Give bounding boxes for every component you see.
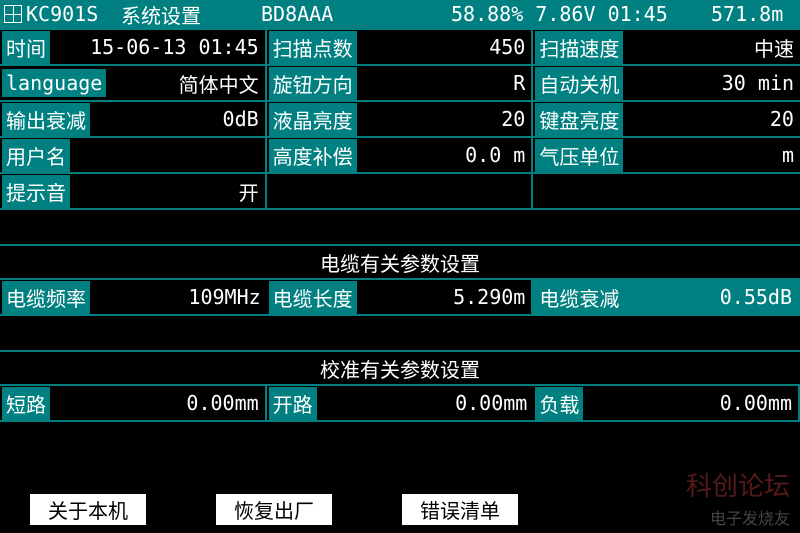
knob-dir-cell[interactable]: 旋钮方向 R xyxy=(267,66,534,102)
about-button[interactable]: 关于本机 xyxy=(30,494,146,525)
short-cell[interactable]: 短路 0.00mm xyxy=(0,386,267,422)
open-cell[interactable]: 开路 0.00mm xyxy=(267,386,534,422)
language-value: 简体中文 xyxy=(106,69,262,98)
scan-points-cell[interactable]: 扫描点数 450 xyxy=(267,30,534,66)
cable-len-value: 5.290m xyxy=(357,285,530,309)
time-label: 时间 xyxy=(2,31,50,64)
screen-title: 系统设置 xyxy=(121,0,261,29)
time-cell[interactable]: 时间 15-06-13 01:45 xyxy=(0,30,267,66)
output-atten-label: 输出衰减 xyxy=(2,103,90,136)
empty-cell xyxy=(533,174,800,210)
scan-speed-value: 中速 xyxy=(623,33,798,62)
auto-off-cell[interactable]: 自动关机 30 min xyxy=(533,66,800,102)
empty-cell xyxy=(267,174,534,210)
key-bright-cell[interactable]: 键盘亮度 20 xyxy=(533,102,800,138)
username-cell[interactable]: 用户名 xyxy=(0,138,267,174)
cable-freq-cell[interactable]: 电缆频率 109MHz xyxy=(0,280,267,316)
battery-status: 58.88% 7.86V 01:45 xyxy=(451,2,711,26)
altitude-cell[interactable]: 高度补偿 0.0 m xyxy=(267,138,534,174)
short-label: 短路 xyxy=(2,387,50,420)
error-list-button[interactable]: 错误清单 xyxy=(402,494,518,525)
cable-atten-label: 电缆衰减 xyxy=(535,281,623,314)
altitude-label: 高度补偿 xyxy=(269,139,357,172)
time-value: 15-06-13 01:45 xyxy=(50,35,263,59)
status-bar: KC901S 系统设置 BD8AAA 58.88% 7.86V 01:45 57… xyxy=(0,0,800,28)
spacer xyxy=(0,210,800,246)
load-label: 负载 xyxy=(535,387,583,420)
spacer xyxy=(0,316,800,352)
model-label: KC901S xyxy=(26,2,121,26)
knob-dir-value: R xyxy=(357,71,530,95)
beep-label: 提示音 xyxy=(2,175,70,208)
cable-atten-value: 0.55dB xyxy=(623,285,796,309)
load-cell[interactable]: 负载 0.00mm xyxy=(533,386,800,422)
username-label: 用户名 xyxy=(2,139,70,172)
pressure-unit-cell[interactable]: 气压单位 m xyxy=(533,138,800,174)
watermark-icon: 科创论坛 xyxy=(686,466,790,503)
beep-cell[interactable]: 提示音 开 xyxy=(0,174,267,210)
auto-off-label: 自动关机 xyxy=(535,67,623,100)
cal-section-header: 校准有关参数设置 xyxy=(0,352,800,386)
output-atten-value: 0dB xyxy=(90,107,263,131)
cable-section-title: 电缆有关参数设置 xyxy=(320,248,480,277)
watermark-text: 电子发烧友 xyxy=(710,505,790,529)
cable-len-label: 电缆长度 xyxy=(269,281,357,314)
language-cell[interactable]: language 简体中文 xyxy=(0,66,267,102)
distance-value: 571.8m xyxy=(711,2,783,26)
open-value: 0.00mm xyxy=(317,391,532,415)
key-bright-value: 20 xyxy=(623,107,798,131)
key-bright-label: 键盘亮度 xyxy=(535,103,623,136)
lcd-bright-cell[interactable]: 液晶亮度 20 xyxy=(267,102,534,138)
cable-atten-cell[interactable]: 电缆衰减 0.55dB xyxy=(533,280,800,316)
pressure-unit-label: 气压单位 xyxy=(535,139,623,172)
cal-section-title: 校准有关参数设置 xyxy=(320,354,480,383)
lcd-bright-value: 20 xyxy=(357,107,530,131)
scan-points-value: 450 xyxy=(357,35,530,59)
knob-dir-label: 旋钮方向 xyxy=(269,67,357,100)
short-value: 0.00mm xyxy=(50,391,263,415)
beep-value: 开 xyxy=(70,177,263,206)
output-atten-cell[interactable]: 输出衰减 0dB xyxy=(0,102,267,138)
pressure-unit-value: m xyxy=(623,143,798,167)
settings-grid: 时间 15-06-13 01:45 扫描点数 450 扫描速度 中速 langu… xyxy=(0,28,800,422)
language-label: language xyxy=(2,69,106,97)
scan-speed-cell[interactable]: 扫描速度 中速 xyxy=(533,30,800,66)
open-label: 开路 xyxy=(269,387,317,420)
app-icon xyxy=(4,5,22,23)
auto-off-value: 30 min xyxy=(623,71,798,95)
altitude-value: 0.0 m xyxy=(357,143,530,167)
lcd-bright-label: 液晶亮度 xyxy=(269,103,357,136)
load-value: 0.00mm xyxy=(583,391,796,415)
cable-section-header: 电缆有关参数设置 xyxy=(0,246,800,280)
cable-len-cell[interactable]: 电缆长度 5.290m xyxy=(267,280,534,316)
cable-freq-label: 电缆频率 xyxy=(2,281,90,314)
scan-points-label: 扫描点数 xyxy=(269,31,357,64)
cable-freq-value: 109MHz xyxy=(90,285,265,309)
factory-reset-button[interactable]: 恢复出厂 xyxy=(216,494,332,525)
scan-speed-label: 扫描速度 xyxy=(535,31,623,64)
device-id: BD8AAA xyxy=(261,2,451,26)
softkey-bar: 关于本机 恢复出厂 错误清单 xyxy=(0,494,800,525)
